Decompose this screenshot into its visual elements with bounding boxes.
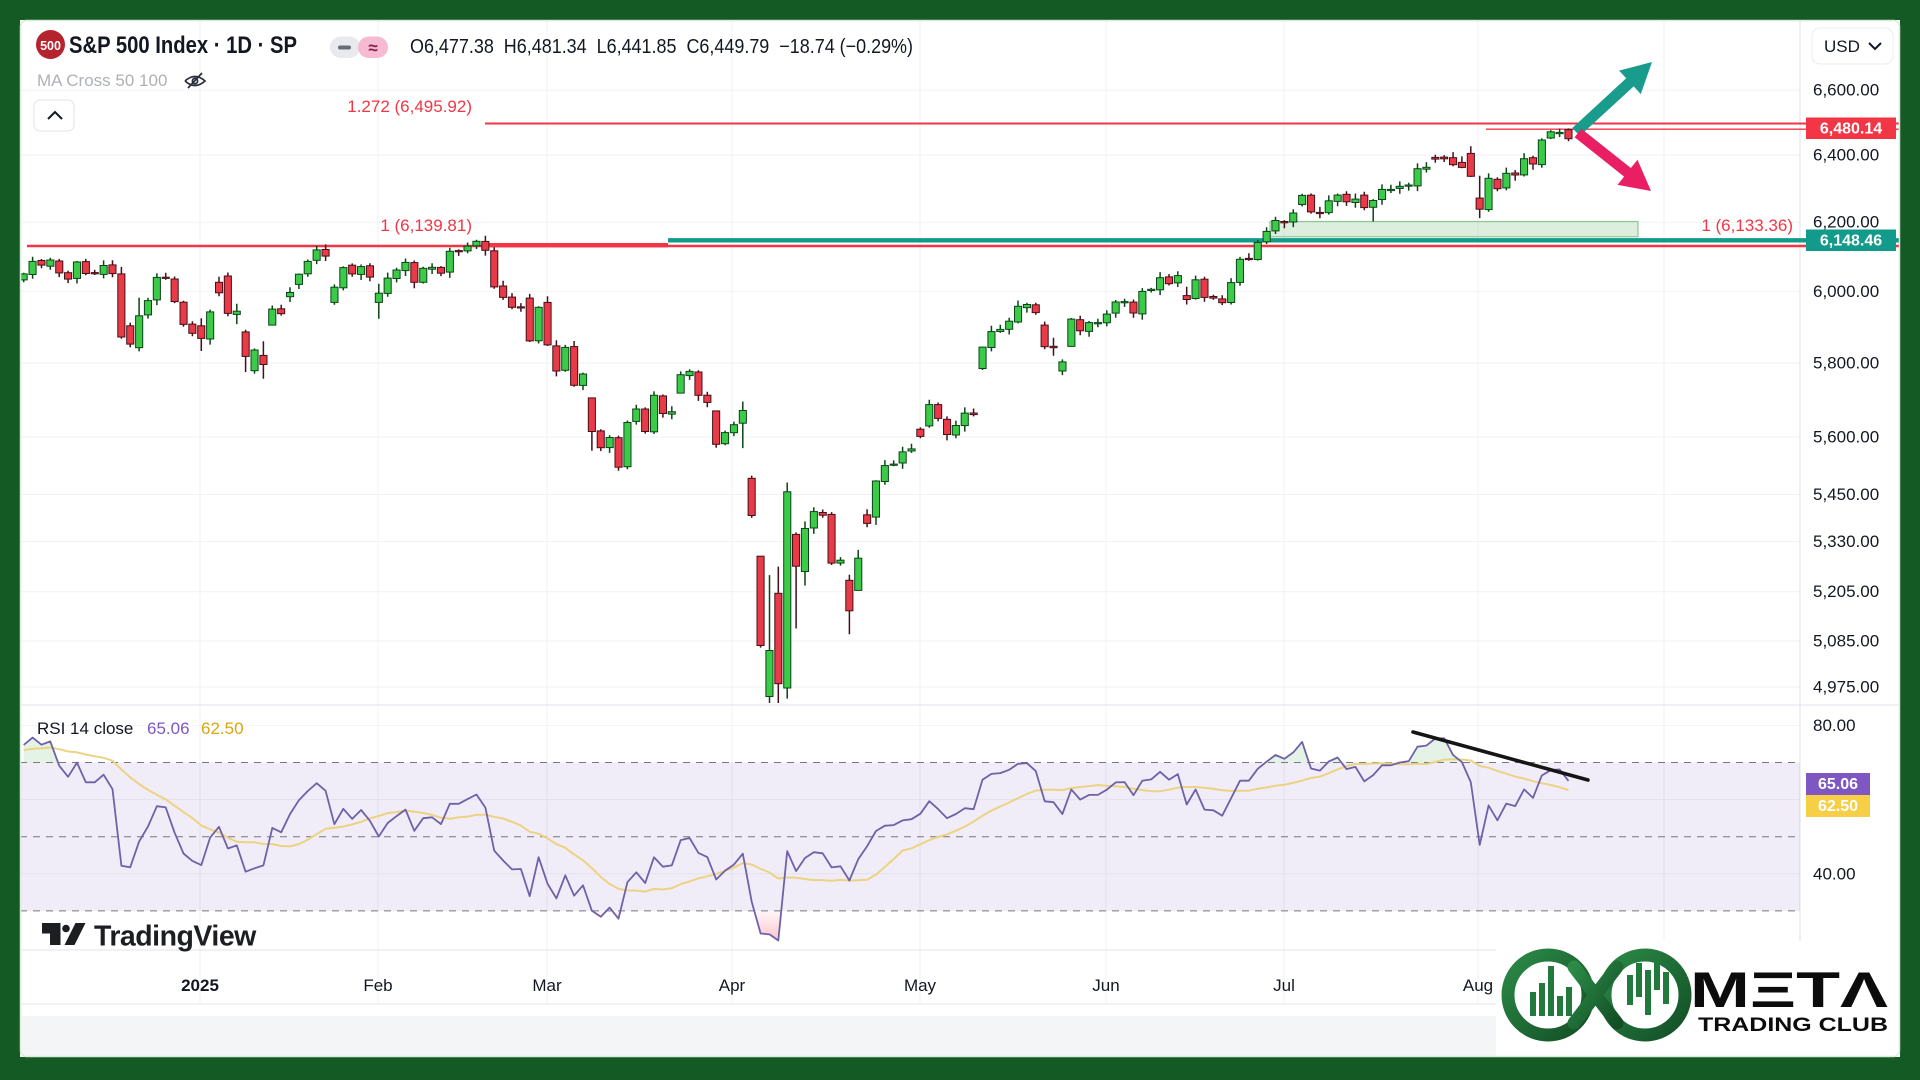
svg-text:RSI 14 close: RSI 14 close [37, 719, 133, 738]
svg-text:Mar: Mar [532, 976, 562, 995]
svg-text:TradingView: TradingView [94, 921, 257, 953]
svg-text:USD: USD [1824, 37, 1860, 56]
svg-text:5,205.00: 5,205.00 [1813, 582, 1879, 601]
svg-text:≈: ≈ [368, 39, 377, 58]
svg-text:O6,477.38 H6,481.34 L6,441.8: O6,477.38 H6,481.34 L6,441.85 C6,449.79 … [410, 36, 913, 58]
svg-text:5,330.00: 5,330.00 [1813, 532, 1879, 551]
svg-text:2025: 2025 [181, 976, 219, 995]
svg-text:6,000.00: 6,000.00 [1813, 282, 1879, 301]
svg-text:1 (6,133.36): 1 (6,133.36) [1701, 216, 1793, 235]
svg-text:6,400.00: 6,400.00 [1813, 146, 1879, 165]
svg-text:65.06: 65.06 [147, 719, 190, 738]
svg-text:Feb: Feb [363, 976, 392, 995]
svg-text:Jun: Jun [1092, 976, 1119, 995]
svg-text:6,148.46: 6,148.46 [1820, 233, 1882, 250]
svg-text:80.00: 80.00 [1813, 716, 1856, 735]
svg-text:5,600.00: 5,600.00 [1813, 428, 1879, 447]
svg-text:1.272 (6,495.92): 1.272 (6,495.92) [347, 97, 472, 116]
svg-text:TRADING CLUB: TRADING CLUB [1698, 1015, 1888, 1036]
svg-text:MA Cross 50 100: MA Cross 50 100 [37, 71, 167, 90]
svg-text:62.50: 62.50 [201, 719, 244, 738]
svg-text:5,450.00: 5,450.00 [1813, 485, 1879, 504]
svg-text:40.00: 40.00 [1813, 864, 1856, 883]
svg-text:5,800.00: 5,800.00 [1813, 354, 1879, 373]
svg-text:May: May [904, 976, 937, 995]
svg-text:65.06: 65.06 [1818, 776, 1858, 793]
svg-text:Apr: Apr [719, 976, 746, 995]
svg-text:1 (6,139.81): 1 (6,139.81) [380, 216, 472, 235]
svg-text:6,600.00: 6,600.00 [1813, 81, 1879, 100]
svg-text:500: 500 [40, 39, 61, 53]
svg-text:4,975.00: 4,975.00 [1813, 678, 1879, 697]
svg-text:62.50: 62.50 [1818, 798, 1858, 815]
svg-text:Aug: Aug [1463, 976, 1493, 995]
svg-text:6,200.00: 6,200.00 [1813, 213, 1879, 232]
svg-text:5,085.00: 5,085.00 [1813, 631, 1879, 650]
svg-text:Jul: Jul [1273, 976, 1295, 995]
svg-text:6,480.14: 6,480.14 [1820, 121, 1882, 138]
svg-text:MΞTΛ: MΞTΛ [1690, 962, 1889, 1018]
svg-text:S&P 500 Index · 1D · SP: S&P 500 Index · 1D · SP [69, 32, 297, 59]
